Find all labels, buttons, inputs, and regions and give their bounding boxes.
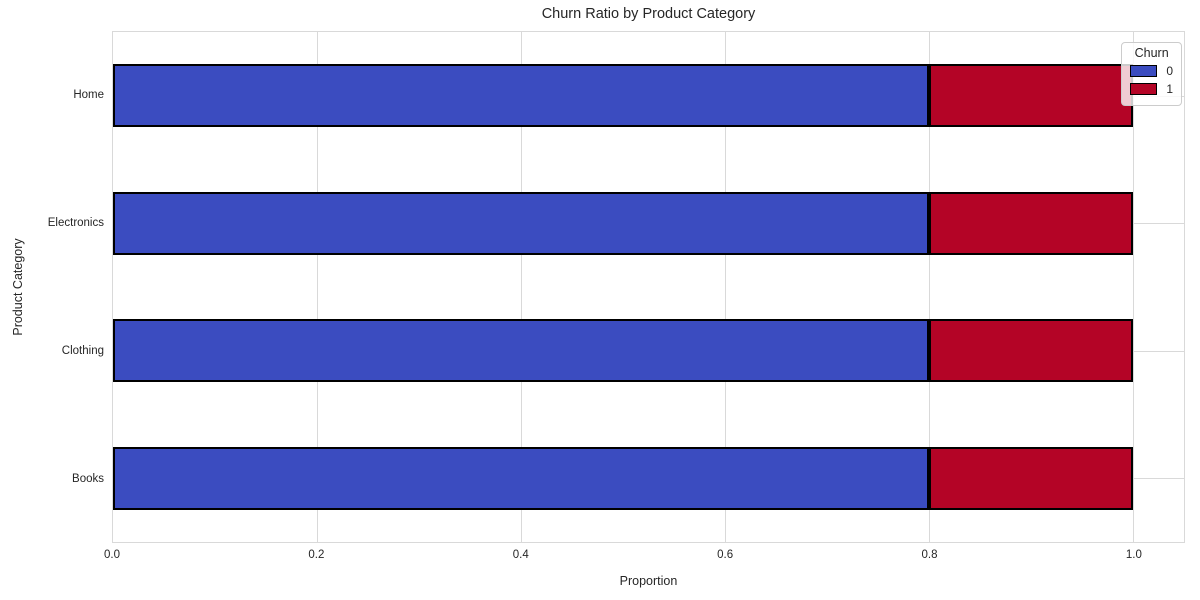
legend-swatch-1 bbox=[1130, 83, 1158, 95]
x-axis-label: Proportion bbox=[619, 574, 678, 588]
x-tick-1.0: 1.0 bbox=[1125, 549, 1142, 561]
y-tick-home: Home bbox=[73, 89, 104, 101]
legend-swatch-0 bbox=[1130, 65, 1158, 77]
gridline-x-0.6 bbox=[725, 32, 726, 542]
bar-electronics-churn-1 bbox=[929, 191, 1133, 255]
gridline-x-0.2 bbox=[317, 32, 318, 542]
x-tick-labels: 0.0 0.2 0.4 0.6 0.8 1.0 bbox=[104, 549, 1185, 565]
legend-label-0: 0 bbox=[1166, 64, 1173, 78]
bar-home-churn-1 bbox=[929, 64, 1133, 128]
legend-entry-1: 1 bbox=[1130, 82, 1173, 96]
x-tick-0.6: 0.6 bbox=[717, 549, 734, 561]
y-tick-clothing: Clothing bbox=[61, 345, 104, 357]
x-tick-0.2: 0.2 bbox=[308, 549, 325, 561]
y-tick-books: Books bbox=[72, 473, 104, 485]
legend-title: Churn bbox=[1134, 46, 1169, 60]
gridline-x-1.0 bbox=[1133, 32, 1134, 542]
bar-books-churn-0 bbox=[113, 446, 929, 510]
bar-books-churn-1 bbox=[929, 446, 1133, 510]
gridline-x-0.8 bbox=[929, 32, 930, 542]
chart-title: Churn Ratio by Product Category bbox=[541, 6, 756, 22]
bar-clothing-churn-0 bbox=[113, 319, 929, 383]
x-tick-0.4: 0.4 bbox=[512, 549, 529, 561]
legend-entry-0: 0 bbox=[1130, 64, 1173, 78]
bar-home-churn-0 bbox=[113, 64, 929, 128]
y-tick-labels: Home Electronics Clothing Books bbox=[0, 31, 104, 543]
legend-label-1: 1 bbox=[1166, 82, 1173, 96]
bar-clothing-churn-1 bbox=[929, 319, 1133, 383]
y-tick-electronics: Electronics bbox=[47, 217, 104, 229]
x-tick-0.0: 0.0 bbox=[104, 549, 120, 561]
gridline-x-0.4 bbox=[521, 32, 522, 542]
bar-electronics-churn-0 bbox=[113, 191, 929, 255]
x-tick-0.8: 0.8 bbox=[921, 549, 938, 561]
